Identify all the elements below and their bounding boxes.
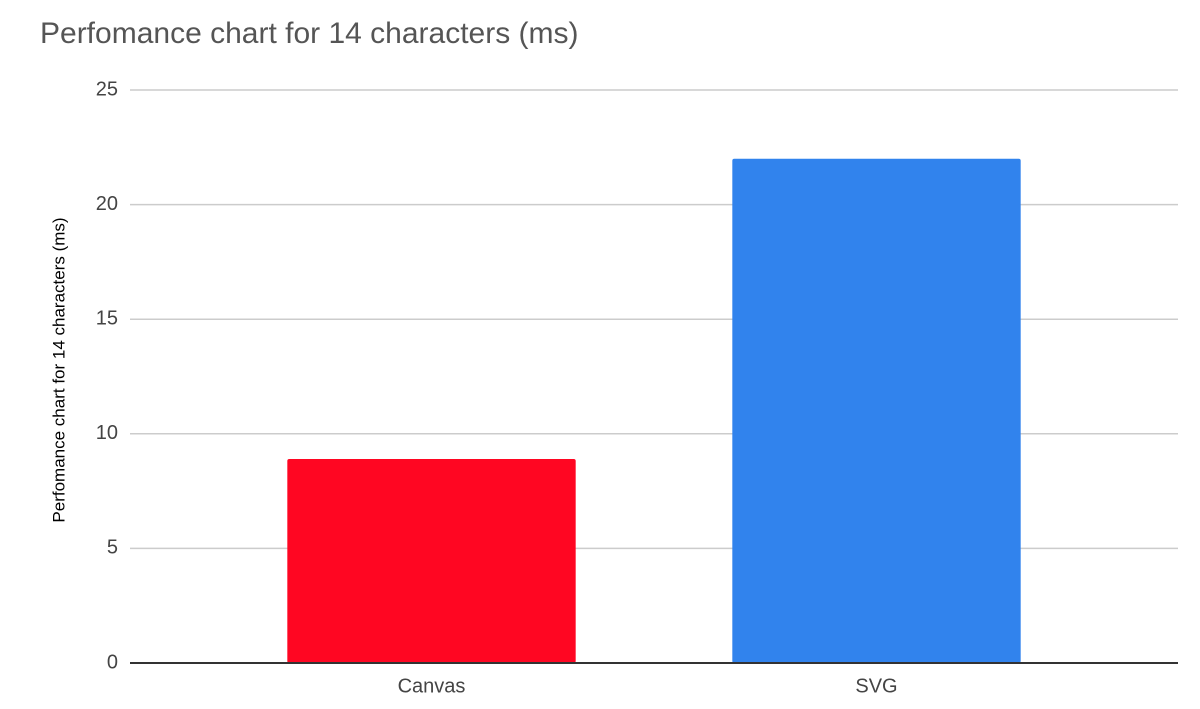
y-tick-label: 0 xyxy=(107,651,118,673)
y-axis-label: Perfomance chart for 14 characters (ms) xyxy=(49,217,68,522)
y-tick-label: 20 xyxy=(96,193,118,215)
y-tick-label: 5 xyxy=(107,537,118,559)
chart-title: Perfomance chart for 14 characters (ms) xyxy=(40,17,579,50)
x-tick-label: Canvas xyxy=(398,675,466,697)
bar xyxy=(732,158,1021,663)
y-tick-label: 15 xyxy=(96,307,118,329)
y-tick-label: 25 xyxy=(96,78,118,100)
bar xyxy=(287,459,576,663)
x-tick-label: SVG xyxy=(855,675,897,697)
y-tick-label: 10 xyxy=(96,422,118,444)
